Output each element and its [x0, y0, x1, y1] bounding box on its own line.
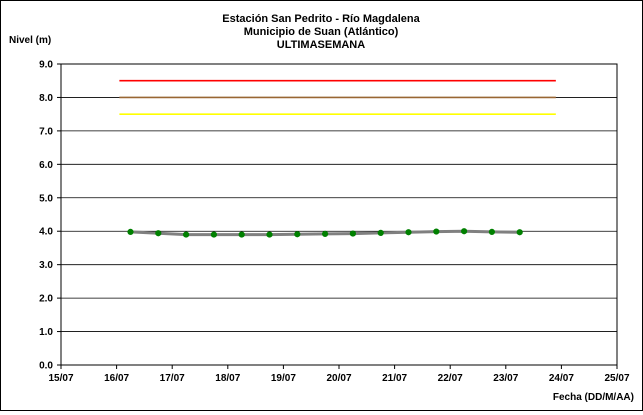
y-tick-label: 1.0	[39, 327, 53, 338]
x-tick-label: 24/07	[549, 373, 574, 384]
level-data-point	[238, 231, 245, 238]
x-tick-label: 19/07	[271, 373, 296, 384]
x-axis-label: Fecha (DD/M/AA)	[553, 392, 634, 403]
y-tick-label: 3.0	[39, 260, 53, 271]
x-tick-label: 20/07	[326, 373, 351, 384]
x-tick-label: 21/07	[382, 373, 407, 384]
y-tick-label: 6.0	[39, 160, 53, 171]
y-tick-label: 0.0	[39, 361, 53, 372]
level-data-point	[349, 230, 356, 237]
plot-axes	[57, 63, 618, 369]
level-data-point	[488, 228, 495, 235]
y-tick-label: 5.0	[39, 193, 53, 204]
x-tick-label: 17/07	[160, 373, 185, 384]
level-data-point	[266, 231, 273, 238]
x-tick-labels: 15/07 16/07 17/07 18/07 19/07 20/07 21/07 22/07…	[48, 373, 629, 384]
y-tick-label: 2.0	[39, 294, 53, 305]
x-tick-label: 22/07	[438, 373, 463, 384]
level-data-point	[461, 228, 468, 235]
y-axis-label: Nivel (m)	[9, 35, 51, 46]
y-tick-label: 8.0	[39, 93, 53, 104]
level-data-point	[322, 230, 329, 237]
level-data-point	[155, 230, 162, 237]
chart-title-line-2: Municipio de Suan (Atlántico)	[244, 26, 399, 38]
level-data-point	[210, 231, 217, 238]
level-data-point	[127, 228, 134, 235]
plot-series	[119, 79, 556, 238]
x-tick-label: 25/07	[604, 373, 629, 384]
y-tick-label: 9.0	[39, 60, 53, 71]
level-data-point	[294, 231, 301, 238]
y-tick-label: 4.0	[39, 227, 53, 238]
x-tick-label: 23/07	[493, 373, 518, 384]
level-data-point	[405, 229, 412, 236]
chart-title-line-3: ULTIMASEMANA	[277, 39, 365, 51]
x-tick-label: 18/07	[215, 373, 240, 384]
plot-area-border	[60, 63, 618, 366]
chart-title-line-1: Estación San Pedrito - Río Magdalena	[222, 13, 420, 25]
y-tick-label: 7.0	[39, 126, 53, 137]
grid-lines	[61, 63, 617, 332]
x-tick-label: 16/07	[104, 373, 129, 384]
level-data-point	[433, 228, 440, 235]
level-data-point	[516, 229, 523, 236]
x-tick-label: 15/07	[48, 373, 73, 384]
level-data-point	[377, 229, 384, 236]
y-tick-labels: 0.0 1.0 2.0 3.0 4.0 5.0 6.0 7.0 8.0 9.0	[39, 60, 53, 372]
level-data-point	[183, 231, 190, 238]
